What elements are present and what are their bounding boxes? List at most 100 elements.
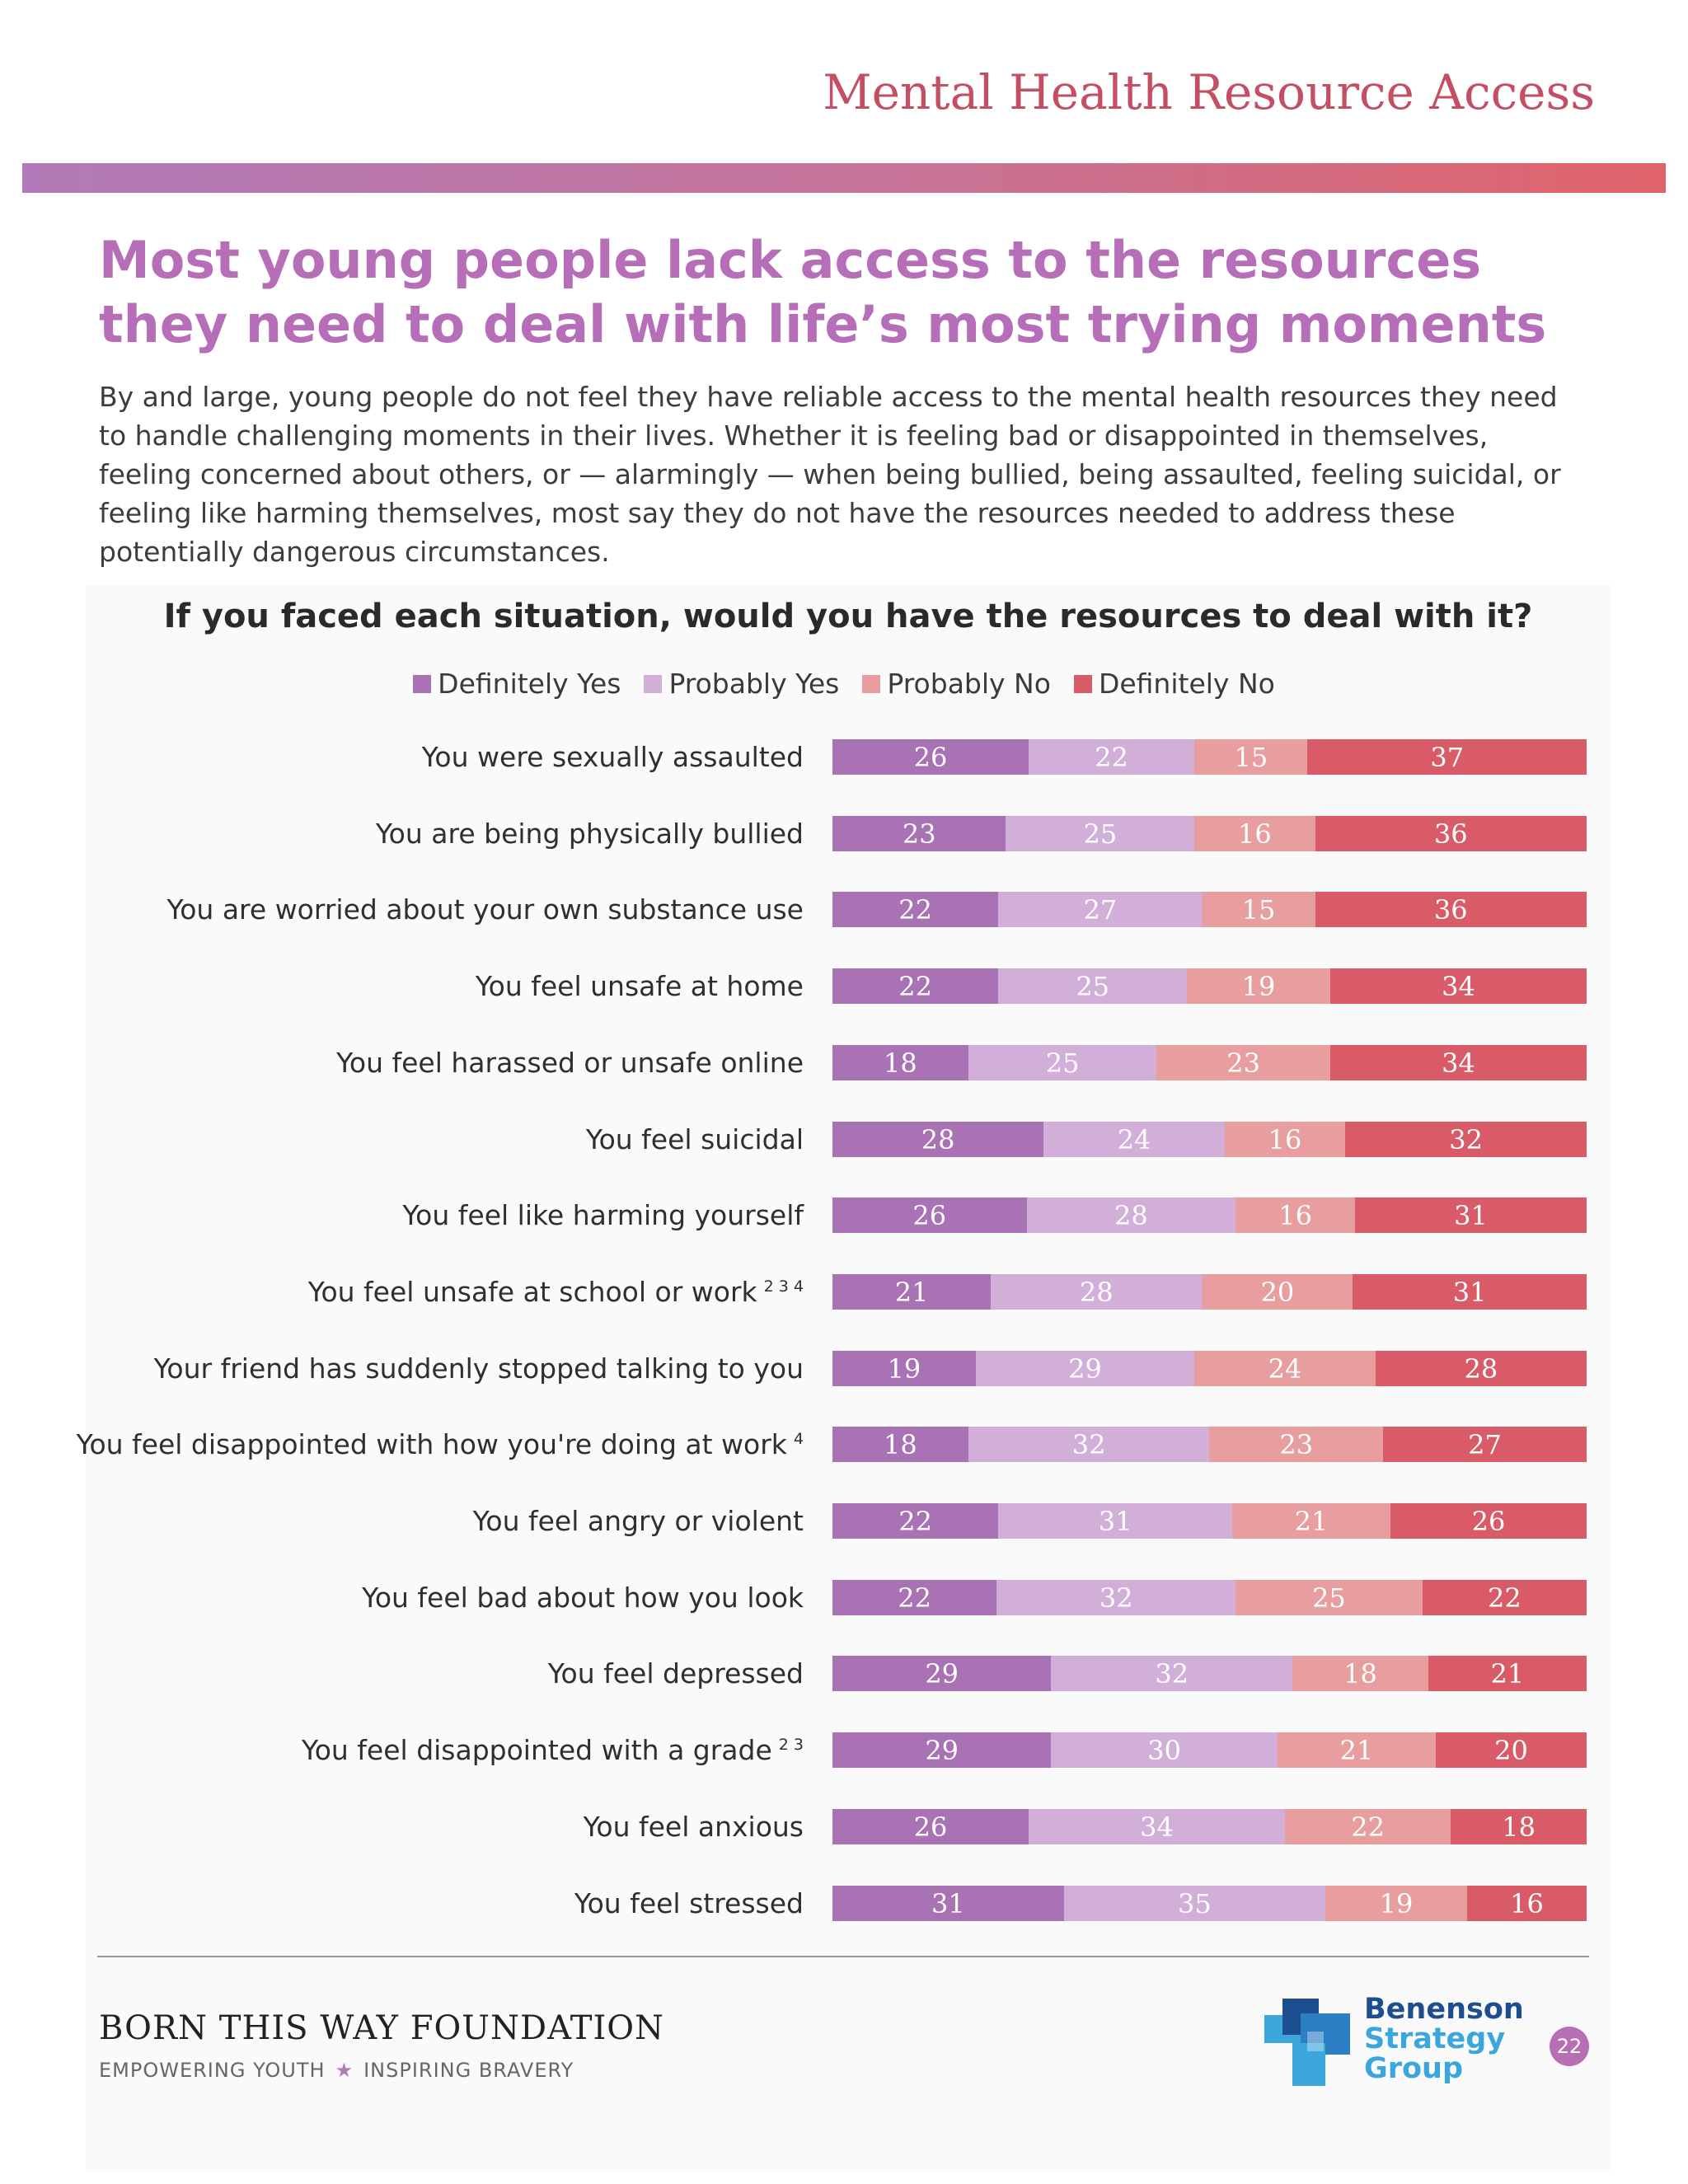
intro-paragraph: By and large, young people do not feel t…: [99, 381, 1561, 568]
foundation-logo-text: BORN THIS WAY FOUNDATION: [99, 2009, 665, 2047]
stacked-bar: 21 28 20 31: [832, 1274, 1587, 1310]
row-label: You feel harassed or unsafe online: [336, 1047, 804, 1079]
bar-segment-definitely-no: 37: [1307, 739, 1587, 775]
row-label-text: You feel angry or violent: [472, 1505, 804, 1537]
stacked-bar: 26 34 22 18: [832, 1809, 1587, 1844]
row-label-text: You feel harassed or unsafe online: [336, 1047, 804, 1079]
bar-segment-probably-no: 19: [1325, 1886, 1468, 1921]
bsg-logo-text: Benenson Strategy Group: [1364, 1994, 1524, 2083]
bar-segment-probably-no: 23: [1209, 1427, 1383, 1462]
bar-segment-definitely-yes: 22: [832, 968, 999, 1004]
stacked-bar: 28 24 16 32: [832, 1122, 1587, 1157]
bar-segment-definitely-no: 31: [1355, 1197, 1587, 1233]
row-label: You feel suicidal: [586, 1123, 804, 1155]
bar-segment-probably-no: 16: [1224, 1122, 1346, 1157]
bar-segment-probably-no: 20: [1202, 1274, 1353, 1310]
legend-swatch-definitely-no: [1073, 674, 1092, 693]
bar-segment-probably-no: 23: [1156, 1045, 1330, 1080]
bar-segment-probably-yes: 32: [968, 1427, 1210, 1462]
row-label-footnote: 4: [793, 1430, 804, 1448]
row-label-text: Your friend has suddenly stopped talking…: [153, 1352, 804, 1385]
row-label: You feel like harming yourself: [402, 1199, 804, 1231]
bar-segment-probably-yes: 28: [991, 1274, 1203, 1310]
legend-item-probably-no: Probably No: [862, 668, 1051, 700]
bsg-logo-icon: [1264, 1999, 1350, 2086]
bar-segment-definitely-no: 21: [1428, 1656, 1587, 1691]
bar-segment-probably-yes: 22: [1028, 739, 1195, 775]
stacked-bar: 22 25 19 34: [832, 968, 1587, 1004]
row-label-text: You feel unsafe at home: [475, 970, 804, 1002]
bar-segment-definitely-yes: 28: [832, 1122, 1044, 1157]
stacked-bar: 26 28 16 31: [832, 1197, 1587, 1233]
bar-segment-probably-no: 19: [1187, 968, 1330, 1004]
stacked-bar: 22 27 15 36: [832, 892, 1587, 927]
bar-segment-probably-yes: 31: [998, 1503, 1232, 1539]
row-label-text: You are worried about your own substance…: [166, 893, 804, 926]
bar-segment-definitely-no: 34: [1329, 968, 1587, 1004]
legend-swatch-probably-no: [862, 674, 881, 693]
stacked-bar: 26 22 15 37: [832, 739, 1587, 775]
bar-segment-definitely-yes: 29: [832, 1656, 1052, 1691]
bar-segment-definitely-yes: 21: [832, 1274, 992, 1310]
row-label: You feel disappointed with how you're do…: [77, 1428, 804, 1460]
bar-segment-probably-no: 16: [1236, 1197, 1356, 1233]
bar-segment-definitely-no: 34: [1329, 1045, 1587, 1080]
row-label-text: You feel suicidal: [585, 1123, 804, 1155]
row-label: You are worried about your own substance…: [166, 893, 804, 926]
page-number-badge: 22: [1550, 2027, 1589, 2066]
bar-segment-probably-no: 18: [1292, 1656, 1428, 1691]
bar-segment-definitely-yes: 18: [832, 1427, 968, 1462]
stacked-bar: 29 30 21 20: [832, 1732, 1587, 1768]
row-label-footnote: 2 3 4: [763, 1277, 804, 1296]
legend-item-probably-yes: Probably Yes: [644, 668, 839, 700]
legend-label: Definitely No: [1098, 668, 1275, 700]
row-label-text: You are being physically bullied: [375, 818, 804, 850]
page-headline: Most young people lack access to the res…: [99, 230, 1547, 354]
stacked-bar: 22 32 25 22: [832, 1580, 1587, 1615]
bar-segment-definitely-no: 16: [1467, 1886, 1587, 1921]
bar-segment-probably-no: 24: [1194, 1351, 1376, 1386]
star-icon: ★: [335, 2059, 354, 2082]
bar-segment-definitely-yes: 26: [832, 1809, 1029, 1844]
bar-segment-definitely-yes: 29: [832, 1732, 1052, 1768]
row-label-text: You were sexually assaulted: [421, 741, 804, 773]
legend-swatch-probably-yes: [644, 674, 663, 693]
tagline-right: INSPIRING BRAVERY: [363, 2059, 574, 2082]
footer-divider: [97, 1956, 1589, 1957]
bar-segment-probably-no: 21: [1231, 1503, 1391, 1539]
legend-label: Definitely Yes: [438, 668, 621, 700]
bar-segment-probably-no: 16: [1194, 816, 1315, 851]
bar-segment-probably-yes: 32: [996, 1580, 1236, 1615]
stacked-bar: 18 25 23 34: [832, 1045, 1587, 1080]
header-gradient-bar: [22, 163, 1666, 193]
legend-label: Probably Yes: [668, 668, 840, 700]
bar-segment-definitely-no: 27: [1382, 1427, 1587, 1462]
bar-segment-definitely-yes: 22: [832, 892, 999, 927]
bar-segment-probably-yes: 25: [998, 968, 1188, 1004]
row-label: You feel anxious: [584, 1811, 804, 1843]
row-label-text: You feel depressed: [547, 1657, 804, 1690]
bsg-line-3: Group: [1364, 2052, 1464, 2085]
bsg-line-2: Strategy: [1364, 2022, 1506, 2055]
foundation-tagline: EMPOWERING YOUTH ★ INSPIRING BRAVERY: [99, 2059, 574, 2082]
row-label: You feel disappointed with a grade 2 3: [302, 1734, 804, 1766]
bar-segment-definitely-yes: 22: [832, 1580, 997, 1615]
bsg-line-1: Benenson: [1364, 1993, 1524, 2026]
bar-segment-probably-yes: 34: [1028, 1809, 1285, 1844]
bar-segment-probably-yes: 35: [1063, 1886, 1325, 1921]
bar-segment-probably-yes: 29: [975, 1351, 1195, 1386]
legend-label: Probably No: [887, 668, 1051, 700]
row-label: You were sexually assaulted: [422, 741, 804, 773]
bar-segment-definitely-no: 22: [1422, 1580, 1587, 1615]
bar-segment-definitely-no: 32: [1345, 1122, 1587, 1157]
bar-segment-probably-no: 21: [1277, 1732, 1436, 1768]
stacked-bar: 31 35 19 16: [832, 1886, 1587, 1921]
row-label-footnote: 2 3: [778, 1736, 804, 1754]
bar-segment-probably-yes: 24: [1043, 1122, 1225, 1157]
row-label-text: You feel bad about how you look: [362, 1582, 804, 1614]
stacked-bar: 23 25 16 36: [832, 816, 1587, 851]
row-label: You feel depressed: [548, 1657, 804, 1690]
bar-segment-definitely-no: 31: [1353, 1274, 1587, 1310]
bar-segment-probably-yes: 27: [998, 892, 1203, 927]
row-label: You feel unsafe at school or work 2 3 4: [308, 1276, 804, 1308]
